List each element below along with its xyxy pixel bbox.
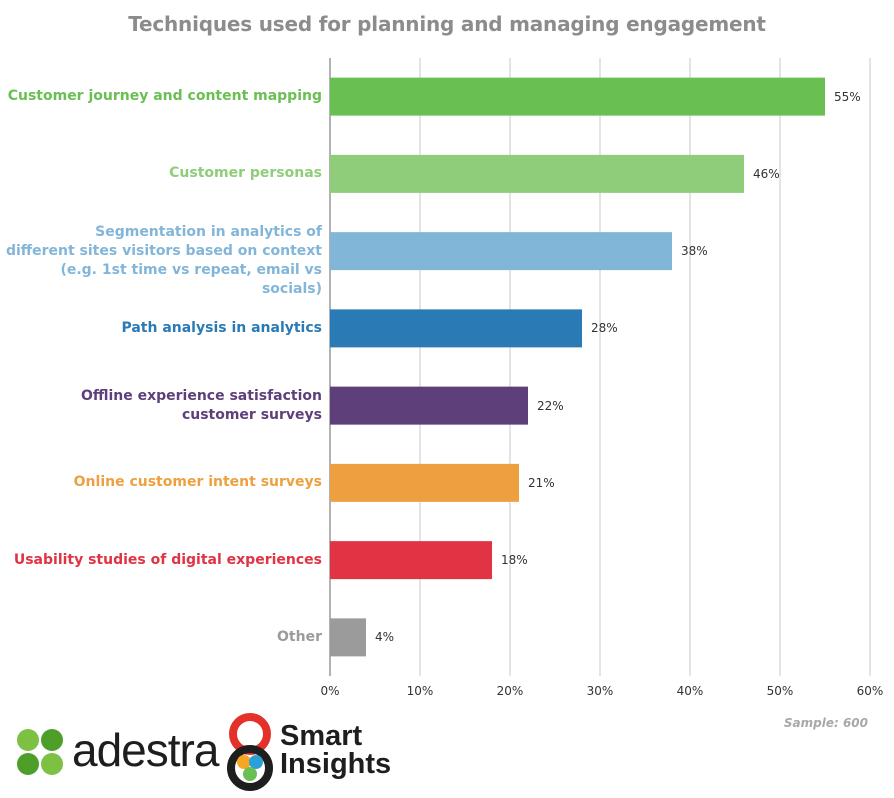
- value-label: 55%: [834, 89, 861, 104]
- category-label: Customer personas: [169, 165, 322, 182]
- chart-title: Techniques used for planning and managin…: [128, 12, 766, 36]
- adestra-wordmark: adestra: [72, 724, 219, 776]
- category-label: Customer journey and content mapping: [7, 88, 322, 105]
- smart-insights-logo-icon: [227, 713, 273, 791]
- x-tick-label: 0%: [320, 684, 340, 698]
- x-tick-label: 50%: [766, 684, 794, 698]
- x-tick-label: 60%: [856, 684, 884, 698]
- value-label: 28%: [591, 321, 618, 336]
- adestra-logo-icon: [17, 729, 63, 775]
- bar: [330, 463, 519, 502]
- value-label: 38%: [681, 244, 708, 259]
- bar: [330, 541, 492, 580]
- sample-note: Sample: 600: [783, 716, 868, 730]
- value-label: 18%: [501, 553, 528, 568]
- smart-insights-wordmark: Smart Insights: [280, 720, 392, 780]
- bar: [330, 309, 582, 348]
- value-label: 46%: [753, 166, 780, 181]
- category-label: Path analysis in analytics: [121, 319, 322, 336]
- category-label: Usability studies of digital experiences: [13, 551, 322, 568]
- category-label: Segmentation in analytics of different s…: [5, 223, 322, 297]
- smart-insights-logo: Smart Insights: [222, 712, 422, 792]
- x-tick-label: 40%: [676, 684, 704, 698]
- category-label: Online customer intent surveys: [73, 474, 322, 491]
- value-label: 4%: [375, 630, 395, 645]
- x-tick-label: 10%: [406, 684, 434, 698]
- x-tick-label: 30%: [586, 684, 614, 698]
- value-label: 21%: [528, 475, 555, 490]
- category-label: Other: [277, 628, 322, 645]
- category-label: Offline experience satisfaction customer…: [80, 387, 322, 423]
- bar: [330, 618, 366, 657]
- x-tick-label: 20%: [496, 684, 524, 698]
- bar: [330, 232, 672, 271]
- bar: [330, 154, 744, 193]
- value-label: 22%: [537, 398, 564, 413]
- bar: [330, 386, 528, 425]
- bar: [330, 77, 825, 116]
